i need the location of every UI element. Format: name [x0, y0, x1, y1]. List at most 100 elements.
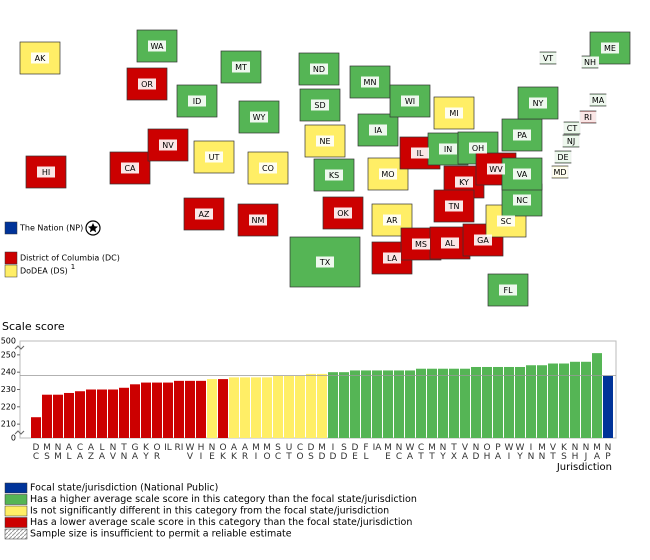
state-label: IL [417, 149, 424, 158]
x-tick-label: MN [538, 443, 546, 462]
bar [504, 366, 514, 438]
x-tick-label: KS [561, 443, 567, 462]
x-tick-label: CA [76, 443, 84, 462]
x-tick-label: NC [395, 443, 403, 462]
state-shape [517, 86, 559, 120]
state-label: SD [314, 101, 325, 110]
state-shape [313, 158, 355, 192]
bar [141, 382, 151, 438]
state-label-box [513, 194, 531, 206]
state-label-box [445, 200, 463, 212]
state-label-box [205, 151, 223, 163]
state-label: TN [448, 202, 460, 211]
state-label-box [554, 151, 572, 163]
bar [108, 389, 118, 438]
state-label-box [316, 135, 334, 147]
state-label: UT [209, 153, 220, 162]
state-label-box [445, 107, 463, 119]
state-label: NC [516, 196, 528, 205]
state-shape [193, 140, 235, 174]
legend-swatch [4, 482, 28, 494]
x-tick-label: GA [131, 443, 139, 462]
bar [592, 353, 602, 438]
bar [130, 384, 140, 438]
y-axis-label: Scale score [2, 320, 65, 333]
side-legend-swatch [4, 221, 18, 235]
state-label-box [31, 52, 49, 64]
bar [416, 368, 426, 438]
bar [526, 365, 536, 438]
state-label: WI [405, 97, 415, 106]
state-label-box [441, 237, 459, 249]
state-label-box [249, 214, 267, 226]
bar [262, 377, 272, 438]
legend-swatch [4, 505, 28, 517]
state-label-box [232, 61, 250, 73]
state-shape [304, 124, 346, 158]
x-tick-label: CT [417, 443, 425, 462]
bar [163, 382, 173, 438]
state-label-box [310, 63, 328, 75]
state-label: MS [415, 240, 427, 249]
state-label: IA [374, 126, 382, 135]
x-axis-label: Jurisdiction [556, 462, 612, 473]
state-label: MD [553, 168, 566, 177]
x-tick-label: NE [208, 443, 216, 462]
state-label-box [334, 207, 352, 219]
x-tick-label: MA [593, 443, 601, 462]
state-shape [25, 155, 67, 189]
state-label: LA [387, 254, 398, 263]
state-label-box [379, 168, 397, 180]
bar [328, 372, 338, 438]
bar [317, 373, 327, 438]
bar [394, 370, 404, 438]
x-tick-label: NH [571, 443, 579, 462]
state-label: CA [124, 164, 136, 173]
bar [240, 377, 250, 438]
bar [471, 366, 481, 438]
bar [284, 375, 294, 438]
x-tick-label: VA [461, 443, 469, 462]
bar [438, 368, 448, 438]
state-label-box [513, 168, 531, 180]
nation-star [88, 223, 98, 233]
y-break-label: 0 [11, 434, 16, 443]
x-tick-label: ID [329, 443, 337, 462]
x-tick-label: AL [65, 443, 73, 462]
state-label-box [581, 56, 599, 68]
axis-break [14, 345, 25, 350]
x-tick-label: WI [504, 443, 514, 462]
state-label-box [563, 122, 581, 134]
state-label-box [195, 208, 213, 220]
state-label-box [469, 142, 487, 154]
bar [427, 368, 437, 438]
state-label: NM [252, 216, 265, 225]
x-tick-label: WY [515, 443, 525, 462]
legend-swatch [4, 528, 28, 540]
state-label-box [159, 139, 177, 151]
side-legend-note: 1 [71, 263, 75, 271]
state-label: WA [151, 42, 164, 51]
state-label: SC [501, 217, 512, 226]
state-label: ME [604, 44, 616, 53]
state-label-box [412, 238, 430, 250]
state-label: OH [472, 144, 484, 153]
x-tick-label: IN [527, 443, 535, 462]
x-tick-label: PA [494, 443, 502, 462]
state-label: VT [543, 54, 553, 63]
state-label-box [529, 97, 547, 109]
legend-label: Is not significantly different in this c… [30, 506, 389, 517]
state-label: MN [364, 78, 377, 87]
bar [119, 387, 129, 438]
state-label: MA [592, 96, 605, 105]
state-label-box [325, 169, 343, 181]
x-tick-label: NJ [582, 443, 590, 462]
state-label-box [369, 124, 387, 136]
x-tick-label: ME [384, 443, 392, 462]
state-label-box [513, 129, 531, 141]
state-label-box [250, 111, 268, 123]
state-label-box [455, 176, 473, 188]
x-tick-label: NY [439, 443, 447, 462]
